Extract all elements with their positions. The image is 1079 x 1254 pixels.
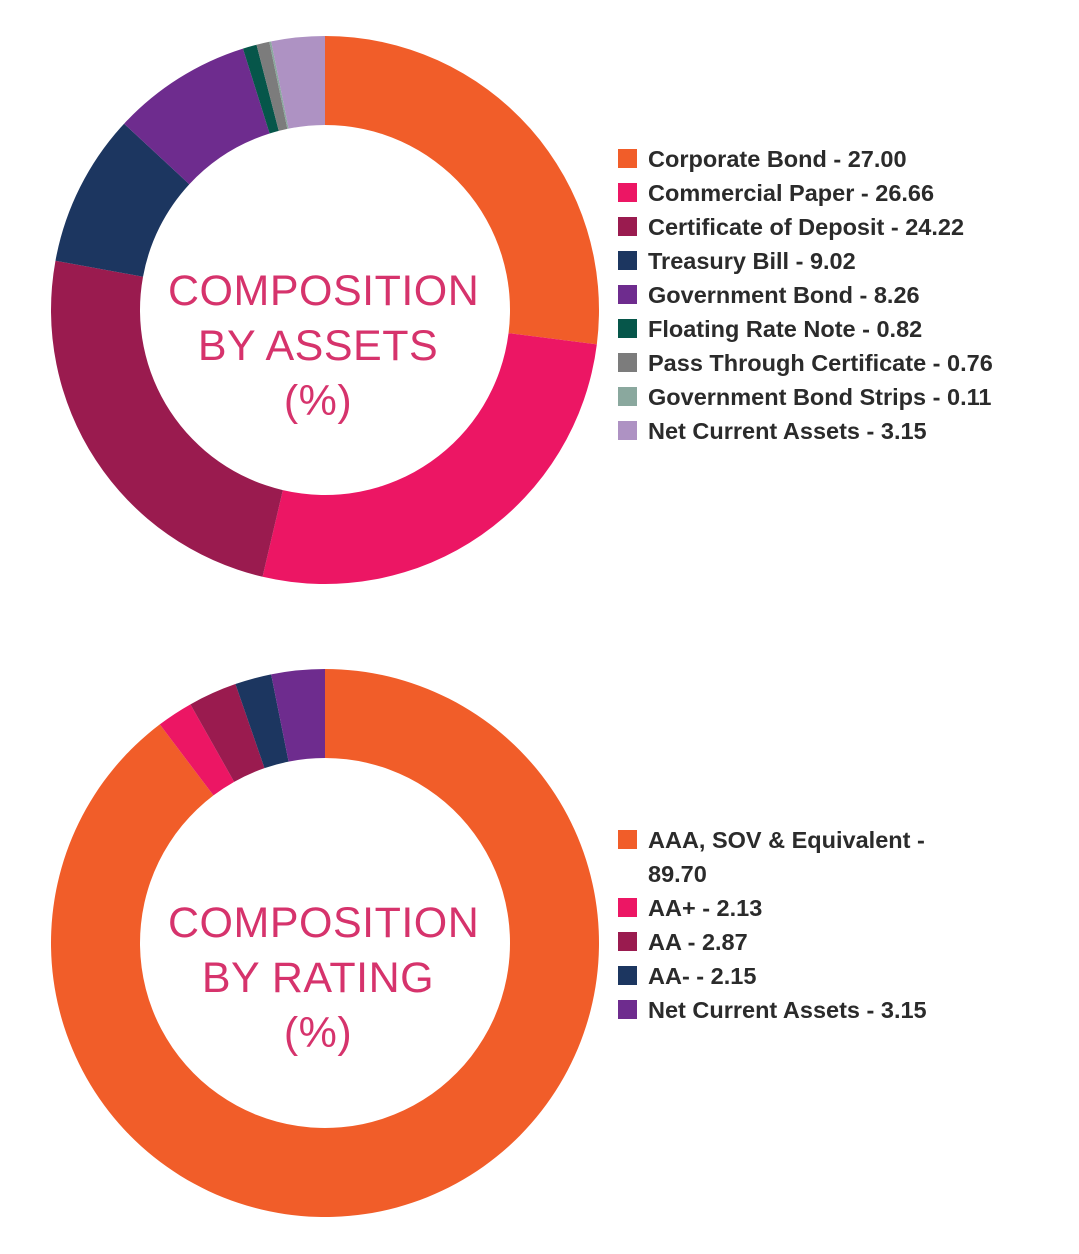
- rating-legend-swatch-net-current-assets: [618, 1000, 637, 1019]
- rating-legend-item-aa: AA- - 2.15: [618, 959, 978, 993]
- assets-legend-swatch-government-bond: [618, 285, 637, 304]
- assets-legend-item-certificate-of-deposit: Certificate of Deposit - 24.22: [618, 210, 1058, 244]
- rating-slice-aa: [235, 674, 289, 769]
- assets-legend-swatch-corporate-bond: [618, 149, 637, 168]
- assets-legend-label-certificate-of-deposit: Certificate of Deposit - 24.22: [648, 214, 965, 240]
- rating-legend-item-aa: AA - 2.87: [618, 925, 978, 959]
- rating-legend-label-aaa-sov-equivalent: AAA, SOV & Equivalent - 89.70: [648, 827, 925, 887]
- assets-slice-treasury-bill: [55, 123, 190, 277]
- assets-legend-item-corporate-bond: Corporate Bond - 27.00: [618, 142, 1058, 176]
- assets-legend-label-pass-through-certificate: Pass Through Certificate - 0.76: [648, 350, 993, 376]
- assets-legend-label-government-bond: Government Bond - 8.26: [648, 282, 920, 308]
- assets-title-line-1: COMPOSITION: [168, 267, 480, 315]
- rating-legend-swatch-aa: [618, 932, 637, 951]
- assets-slice-commercial-paper: [262, 333, 597, 584]
- assets-legend-swatch-certificate-of-deposit: [618, 217, 637, 236]
- assets-chart-block: COMPOSITION BY ASSETS (%) Corporate Bond…: [0, 0, 1079, 620]
- assets-legend-swatch-net-current-assets: [618, 421, 637, 440]
- assets-legend-label-treasury-bill: Treasury Bill - 9.02: [648, 248, 856, 274]
- assets-title-line-3: (%): [283, 377, 353, 425]
- assets-donut-chart: [50, 36, 599, 584]
- assets-slice-certificate-of-deposit: [50, 260, 283, 577]
- assets-legend-item-government-bond-strips: Government Bond Strips - 0.11: [618, 380, 1058, 414]
- rating-legend: AAA, SOV & Equivalent - 89.70 AA+ - 2.13 A…: [618, 823, 978, 1027]
- assets-legend-label-government-bond-strips: Government Bond Strips - 0.11: [648, 384, 992, 410]
- rating-title-line-3: (%): [283, 1009, 353, 1057]
- rating-legend-swatch-aa: [618, 898, 637, 917]
- assets-slice-corporate-bond: [325, 36, 599, 345]
- rating-chart-title: COMPOSITION BY RATING (%): [168, 896, 480, 1061]
- rating-legend-item-aaa-sov-equivalent: AAA, SOV & Equivalent - 89.70: [618, 823, 978, 891]
- assets-legend-swatch-government-bond-strips: [618, 387, 637, 406]
- assets-chart-title: COMPOSITION BY ASSETS (%): [168, 264, 480, 429]
- rating-legend-label-aa: AA+ - 2.13: [648, 895, 763, 921]
- assets-legend-label-floating-rate-note: Floating Rate Note - 0.82: [648, 316, 923, 342]
- assets-legend-swatch-floating-rate-note: [618, 319, 637, 338]
- assets-legend-item-net-current-assets: Net Current Assets - 3.15: [618, 414, 1058, 448]
- rating-slice-net-current-assets: [271, 669, 325, 762]
- assets-legend-item-pass-through-certificate: Pass Through Certificate - 0.76: [618, 346, 1058, 380]
- rating-legend-swatch-aaa-sov-equivalent: [618, 830, 637, 849]
- assets-title-line-2: BY ASSETS: [197, 322, 439, 370]
- assets-legend-label-corporate-bond: Corporate Bond - 27.00: [648, 146, 907, 172]
- assets-legend-item-commercial-paper: Commercial Paper - 26.66: [618, 176, 1058, 210]
- rating-legend-label-aa: AA - 2.87: [648, 929, 748, 955]
- rating-title-line-2: BY RATING: [201, 954, 435, 1002]
- rating-legend-label-net-current-assets: Net Current Assets - 3.15: [648, 997, 927, 1023]
- assets-slice-government-bond-strips: [269, 41, 289, 129]
- assets-slice-government-bond: [124, 48, 270, 185]
- assets-legend-swatch-pass-through-certificate: [618, 353, 637, 372]
- assets-legend-item-treasury-bill: Treasury Bill - 9.02: [618, 244, 1058, 278]
- rating-slice-aa: [159, 704, 235, 796]
- rating-legend-label-aa: AA- - 2.15: [648, 963, 757, 989]
- assets-legend-label-commercial-paper: Commercial Paper - 26.66: [648, 180, 935, 206]
- assets-slice-pass-through-certificate: [256, 41, 288, 131]
- rating-legend-item-aa: AA+ - 2.13: [618, 891, 978, 925]
- rating-legend-swatch-aa: [618, 966, 637, 985]
- assets-legend-swatch-treasury-bill: [618, 251, 637, 270]
- assets-slice-net-current-assets: [271, 36, 325, 129]
- assets-legend-item-government-bond: Government Bond - 8.26: [618, 278, 1058, 312]
- rating-donut-chart: [50, 669, 599, 1217]
- assets-legend-swatch-commercial-paper: [618, 183, 637, 202]
- rating-legend-item-net-current-assets: Net Current Assets - 3.15: [618, 993, 978, 1027]
- rating-title-line-1: COMPOSITION: [168, 899, 480, 947]
- rating-slice-aaa-sov-equivalent: [50, 669, 599, 1217]
- rating-slice-aa: [190, 684, 265, 782]
- rating-chart-block: COMPOSITION BY RATING (%) AAA, SOV & Equ…: [0, 640, 1079, 1240]
- assets-legend-label-net-current-assets: Net Current Assets - 3.15: [648, 418, 927, 444]
- assets-legend: Corporate Bond - 27.00 Commercial Paper -…: [618, 142, 1058, 448]
- assets-slice-floating-rate-note: [242, 44, 279, 134]
- assets-legend-item-floating-rate-note: Floating Rate Note - 0.82: [618, 312, 1058, 346]
